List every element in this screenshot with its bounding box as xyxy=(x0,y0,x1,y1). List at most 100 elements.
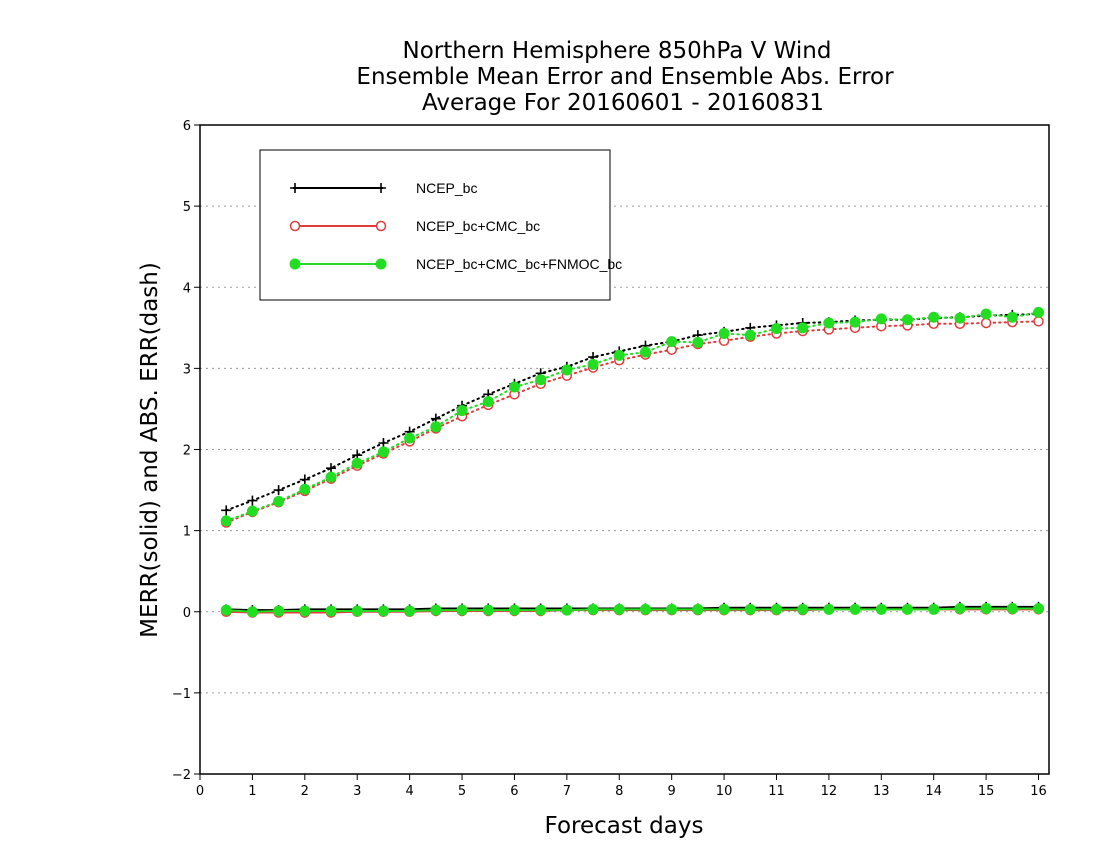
point-marker xyxy=(404,605,416,617)
point-marker xyxy=(744,603,756,615)
point-marker xyxy=(718,327,730,339)
point-marker xyxy=(1006,603,1018,615)
legend-label: NCEP_bc+CMC_bc+FNMOC_bc xyxy=(416,256,622,272)
point-marker xyxy=(326,463,337,474)
point-marker xyxy=(1033,306,1045,318)
point-marker xyxy=(639,603,651,615)
series-layer xyxy=(220,306,1045,618)
point-marker xyxy=(290,183,300,193)
point-marker xyxy=(246,606,258,618)
chart-title-line-2: Ensemble Mean Error and Ensemble Abs. Er… xyxy=(356,64,894,90)
point-marker xyxy=(875,313,887,325)
x-tick-label: 14 xyxy=(925,784,942,799)
point-marker xyxy=(404,432,416,444)
x-tick-label: 7 xyxy=(563,784,571,799)
point-marker xyxy=(954,603,966,615)
point-marker xyxy=(289,220,301,232)
x-tick-label: 1 xyxy=(248,784,256,799)
point-marker xyxy=(430,604,442,616)
x-tick-label: 11 xyxy=(768,784,785,799)
series-3 xyxy=(220,306,1045,618)
point-marker xyxy=(666,336,678,348)
x-tick-label: 8 xyxy=(615,784,623,799)
y-tick-label: −2 xyxy=(172,768,191,783)
y-tick-label: −1 xyxy=(172,687,191,702)
point-marker xyxy=(718,603,730,615)
point-marker xyxy=(430,421,442,433)
point-marker xyxy=(482,396,494,408)
x-tick-label: 0 xyxy=(196,784,204,799)
point-marker xyxy=(351,605,363,617)
point-marker xyxy=(246,505,258,517)
point-marker xyxy=(375,258,387,270)
x-tick-label: 10 xyxy=(716,784,733,799)
point-marker xyxy=(456,405,468,417)
legend-entry-3: NCEP_bc+CMC_bc+FNMOC_bc xyxy=(289,256,622,272)
point-marker xyxy=(587,358,599,370)
point-marker xyxy=(325,471,337,483)
point-marker xyxy=(849,316,861,328)
legend-label: NCEP_bc+CMC_bc xyxy=(416,218,540,234)
point-marker xyxy=(666,603,678,615)
point-marker xyxy=(797,603,809,615)
legend-label: NCEP_bc xyxy=(416,180,477,196)
point-marker xyxy=(561,604,573,616)
point-marker xyxy=(980,317,992,329)
point-marker xyxy=(1006,311,1018,323)
point-marker xyxy=(561,364,573,376)
point-marker xyxy=(289,258,301,270)
point-marker xyxy=(299,483,311,495)
point-marker xyxy=(770,603,782,615)
y-tick-label: 3 xyxy=(183,362,191,377)
point-marker xyxy=(535,604,547,616)
y-tick-label: 6 xyxy=(183,119,191,134)
y-tick-label: 5 xyxy=(183,200,191,215)
point-marker xyxy=(221,505,232,516)
point-marker xyxy=(613,349,625,361)
point-marker xyxy=(535,374,547,386)
point-marker xyxy=(273,605,285,617)
y-tick-label: 4 xyxy=(183,281,191,296)
point-marker xyxy=(902,314,913,326)
point-marker xyxy=(508,381,520,393)
point-marker xyxy=(797,322,809,334)
y-tick-label: 0 xyxy=(183,606,191,621)
point-marker xyxy=(220,604,232,616)
point-marker xyxy=(247,495,258,506)
point-marker xyxy=(299,474,310,485)
point-marker xyxy=(377,446,389,458)
y-tick-label: 1 xyxy=(183,525,191,540)
point-marker xyxy=(376,183,386,193)
x-tick-label: 3 xyxy=(353,784,361,799)
x-tick-label: 5 xyxy=(458,784,466,799)
plot-frame xyxy=(199,124,1050,775)
point-marker xyxy=(273,495,285,507)
point-marker xyxy=(980,308,992,320)
point-marker xyxy=(482,604,494,616)
point-marker xyxy=(377,605,389,617)
point-marker xyxy=(692,336,704,348)
legend: NCEP_bc NCEP_bc+CMC_bc NCEP_bc+CMC_bc+FNMO… xyxy=(259,149,622,301)
x-tick-label: 12 xyxy=(821,784,838,799)
point-marker xyxy=(875,603,887,615)
point-marker xyxy=(1033,603,1045,615)
x-axis-label: Forecast days xyxy=(545,813,704,839)
point-marker xyxy=(1033,316,1044,327)
point-marker xyxy=(325,605,337,617)
point-marker xyxy=(375,220,387,232)
point-marker xyxy=(220,515,232,527)
x-tick-label: 13 xyxy=(873,784,890,799)
point-marker xyxy=(508,604,520,616)
point-marker xyxy=(928,603,940,615)
legend-items: NCEP_bc NCEP_bc+CMC_bc NCEP_bc+CMC_bc+FNMO… xyxy=(289,180,622,272)
point-marker xyxy=(692,603,704,615)
point-marker xyxy=(587,603,599,615)
point-marker xyxy=(823,317,835,329)
point-marker xyxy=(456,604,468,616)
point-marker xyxy=(299,605,311,617)
point-marker xyxy=(849,603,861,615)
point-marker xyxy=(613,603,625,615)
